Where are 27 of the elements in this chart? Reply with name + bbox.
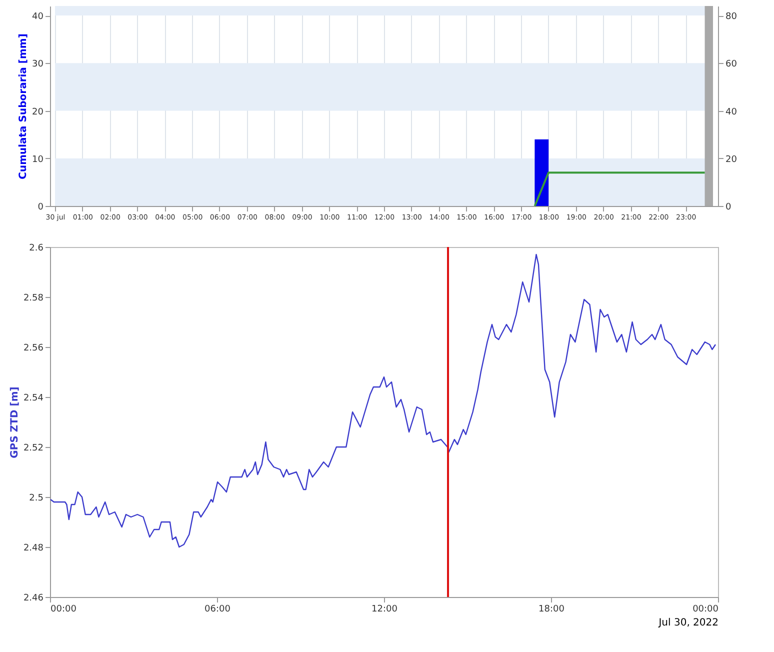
y2-tick-label: 20 <box>726 154 738 165</box>
y2-tick-label: 80 <box>726 12 738 22</box>
y-tick-label: 2.54 <box>23 394 44 404</box>
y-tick-label: 2.58 <box>23 294 44 304</box>
y-tick-label: 10 <box>32 154 44 165</box>
y-axis-title: GPS ZTD [m] <box>9 386 20 458</box>
x-tick-label: 12:00 <box>372 604 398 614</box>
y-tick-label: 20 <box>32 107 44 118</box>
y-tick-label: 40 <box>32 12 44 22</box>
y-tick-label: 30 <box>32 60 44 70</box>
y-tick-label: 2.5 <box>29 494 44 504</box>
x-tick-label: 06:00 <box>204 604 231 614</box>
y-axis-title: Cumulata Suboraria [mm] <box>18 34 30 180</box>
y2-tick-label: 40 <box>726 107 738 118</box>
y2-tick-label: 60 <box>726 60 738 70</box>
y-tick-label: 2.56 <box>23 344 44 354</box>
y2-tick-label: 0 <box>726 202 732 212</box>
y-tick-label: 2.46 <box>23 594 44 604</box>
y-tick-label: 2.52 <box>23 444 44 454</box>
x-axis-title: Jul 30, 2022 <box>658 618 718 628</box>
x-tick-label: 00:00 <box>692 604 719 614</box>
x-tick-label: 18:00 <box>538 604 565 614</box>
x-tick-label: 00:00 <box>50 604 77 614</box>
y-tick-label: 2.6 <box>29 244 44 254</box>
y-tick-label: 0 <box>38 202 44 212</box>
line-series <box>50 254 716 548</box>
y-tick-label: 2.48 <box>23 544 44 554</box>
